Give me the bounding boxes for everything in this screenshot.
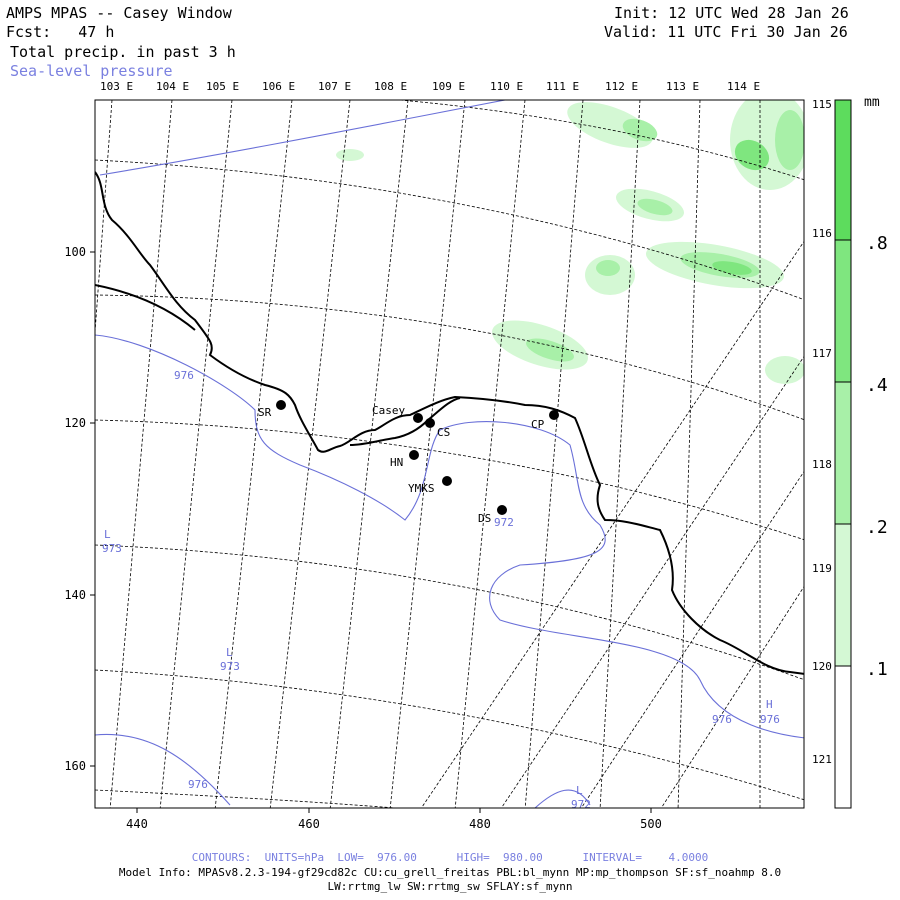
y-axis-labels: 100 120 140 160 (64, 245, 86, 773)
contour-label: 976 (712, 713, 732, 726)
forecast-hour: Fcst: 47 h (6, 23, 114, 41)
station-hn-marker (409, 450, 419, 460)
map-title: AMPS MPAS -- Casey Window (6, 4, 232, 22)
pressure-contours (95, 100, 804, 808)
colorbar: mm .8 .4 .2 .1 (834, 95, 888, 809)
y-tick-label: 160 (64, 759, 86, 773)
x-tick-label: 440 (126, 817, 148, 831)
fcst-value: 47 h (78, 23, 115, 41)
station-cp-label: CP (531, 418, 545, 431)
valid-time: Valid: 11 UTC Fri 30 Jan 26 (604, 23, 848, 41)
lon-label: 110 E (490, 80, 523, 93)
field-title: Total precip. in past 3 h (10, 43, 236, 61)
contour-label: 973 (220, 660, 240, 673)
low-center: L (104, 528, 111, 541)
plot-frame (94, 99, 805, 809)
y-axis-ticks (90, 251, 95, 767)
lon-label: 104 E (156, 80, 189, 93)
low-center: L (226, 646, 233, 659)
station-ds-marker (497, 505, 507, 515)
lon-label: 111 E (546, 80, 579, 93)
station-ymks-label: YMKS (408, 482, 435, 495)
colorbar-label: .2 (866, 517, 888, 538)
lon-label: 114 E (727, 80, 760, 93)
lon-label: 105 E (206, 80, 239, 93)
contour-label: 972 (571, 798, 591, 811)
colorbar-bin-00 (835, 666, 851, 808)
colorbar-bin-08 (835, 100, 851, 240)
x-tick-label: 460 (298, 817, 320, 831)
x-axis-ticks (136, 808, 652, 813)
coastline (95, 171, 804, 675)
station-cs-label: CS (437, 426, 450, 439)
colorbar-label: .1 (866, 659, 888, 680)
precip-shading (336, 100, 804, 384)
contour-labels: 976 973 973 976 972 976 976 972 L L H L (102, 369, 780, 811)
y-tick-label: 140 (64, 588, 86, 602)
colorbar-bin-04 (835, 240, 851, 382)
station-casey-label: Casey (372, 404, 405, 417)
high-center: H (766, 698, 773, 711)
colorbar-bin-01 (835, 524, 851, 666)
x-tick-label: 480 (469, 817, 491, 831)
fcst-label: Fcst: (6, 23, 52, 41)
lon-label: 108 E (374, 80, 407, 93)
station-cp-marker (549, 410, 559, 420)
station-hn-label: HN (390, 456, 403, 469)
station-sr-label: SR (258, 406, 272, 419)
colorbar-bin-02 (835, 382, 851, 524)
contour-label: 976 (760, 713, 780, 726)
longitude-lines (95, 100, 804, 808)
station-ds-label: DS (478, 512, 491, 525)
model-info-line2: LW:rrtmg_lw SW:rrtmg_sw SFLAY:sf_mynn (327, 880, 573, 893)
contour-label: 972 (494, 516, 514, 529)
stations: SR Casey CS CP HN YMKS DS (258, 400, 559, 525)
y-tick-label: 100 (64, 245, 86, 259)
model-info: Model Info: MPASv8.2.3-194-gf29cd82c CU:… (118, 866, 782, 879)
init-time: Init: 12 UTC Wed 28 Jan 26 (614, 4, 849, 22)
lon-label: 112 E (605, 80, 638, 93)
colorbar-label: .4 (866, 375, 888, 396)
map-area: SR Casey CS CP HN YMKS DS 976 973 973 97… (95, 100, 804, 811)
low-center: L (576, 784, 583, 797)
contour-info: CONTOURS: UNITS=hPa LOW= 976.00 HIGH= 98… (191, 851, 709, 864)
station-sr-marker (276, 400, 286, 410)
x-axis-labels: 440 460 480 500 (126, 817, 662, 831)
contour-label: 976 (174, 369, 194, 382)
station-ymks-marker (442, 476, 452, 486)
overlay-title: Sea-level pressure (10, 62, 173, 80)
y-tick-label: 120 (64, 416, 86, 430)
station-casey-marker (413, 413, 423, 423)
colorbar-label: .8 (866, 233, 888, 254)
colorbar-unit: mm (864, 95, 880, 110)
lon-labels-top: 103 E 104 E 105 E 106 E 107 E 108 E 109 … (100, 80, 760, 93)
lon-label: 103 E (100, 80, 133, 93)
lon-label: 109 E (432, 80, 465, 93)
x-tick-label: 500 (640, 817, 662, 831)
latitude-lines (95, 100, 804, 808)
lon-label: 107 E (318, 80, 351, 93)
contour-label: 976 (188, 778, 208, 791)
lon-label: 106 E (262, 80, 295, 93)
lon-label: 113 E (666, 80, 699, 93)
station-cs-marker (425, 418, 435, 428)
contour-label: 973 (102, 542, 122, 555)
